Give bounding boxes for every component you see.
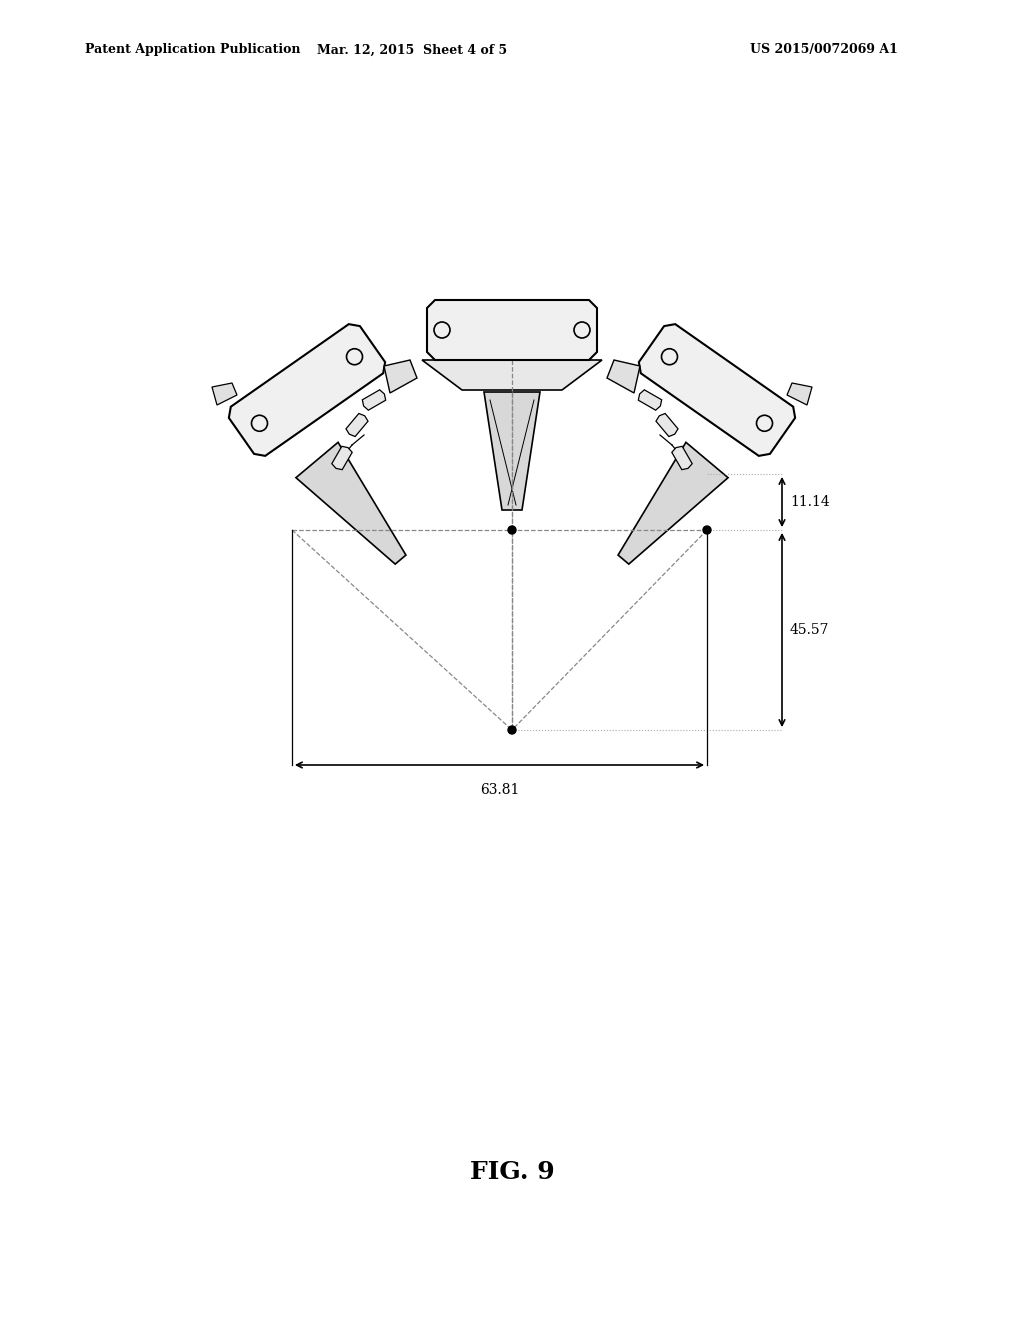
Circle shape bbox=[703, 525, 711, 535]
Text: Patent Application Publication: Patent Application Publication bbox=[85, 44, 300, 57]
Polygon shape bbox=[332, 446, 352, 470]
Text: 45.57: 45.57 bbox=[790, 623, 829, 638]
Text: 11.14: 11.14 bbox=[790, 495, 829, 510]
Polygon shape bbox=[639, 325, 796, 455]
Polygon shape bbox=[484, 392, 540, 510]
Polygon shape bbox=[607, 360, 640, 393]
Polygon shape bbox=[672, 446, 692, 470]
Polygon shape bbox=[346, 413, 368, 437]
Polygon shape bbox=[618, 442, 728, 564]
Polygon shape bbox=[787, 383, 812, 405]
Text: FIG. 9: FIG. 9 bbox=[470, 1160, 554, 1184]
Polygon shape bbox=[362, 389, 386, 411]
Text: US 2015/0072069 A1: US 2015/0072069 A1 bbox=[750, 44, 898, 57]
Polygon shape bbox=[638, 389, 662, 411]
Polygon shape bbox=[212, 383, 237, 405]
Circle shape bbox=[757, 416, 772, 432]
Text: Mar. 12, 2015  Sheet 4 of 5: Mar. 12, 2015 Sheet 4 of 5 bbox=[317, 44, 507, 57]
Polygon shape bbox=[656, 413, 678, 437]
Circle shape bbox=[508, 525, 516, 535]
Circle shape bbox=[662, 348, 678, 364]
Polygon shape bbox=[422, 360, 602, 389]
Polygon shape bbox=[296, 442, 406, 564]
Circle shape bbox=[574, 322, 590, 338]
Polygon shape bbox=[427, 300, 597, 360]
Circle shape bbox=[346, 348, 362, 364]
Circle shape bbox=[434, 322, 450, 338]
Circle shape bbox=[252, 416, 267, 432]
Polygon shape bbox=[384, 360, 417, 393]
Polygon shape bbox=[228, 325, 385, 455]
Circle shape bbox=[508, 726, 516, 734]
Text: 63.81: 63.81 bbox=[480, 783, 519, 797]
